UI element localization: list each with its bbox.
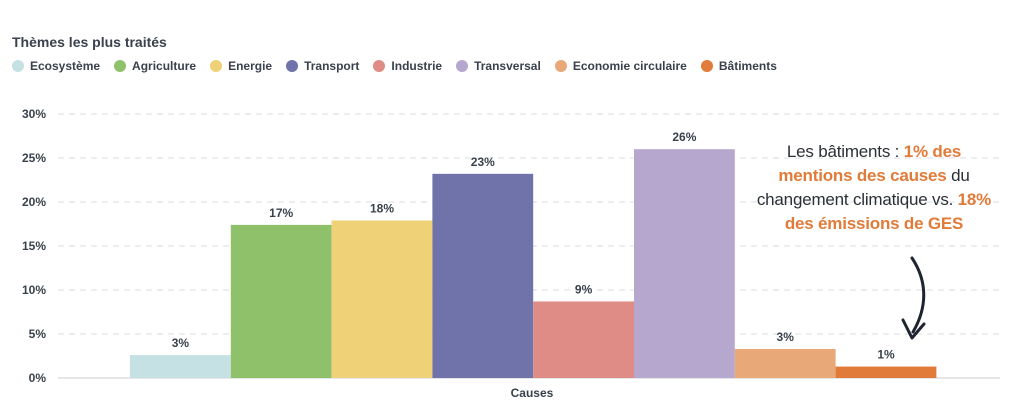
y-tick-label: 15% (22, 239, 46, 253)
legend-label: Transport (304, 59, 360, 73)
annotation-highlight-2: 18% des émissions de GES (784, 190, 992, 233)
bar-value-label: 3% (777, 330, 795, 344)
legend-item: Industrie (373, 59, 442, 73)
legend-item: Bâtiments (700, 59, 777, 73)
y-tick-label: 5% (29, 327, 47, 341)
bar-value-label: 23% (471, 155, 495, 169)
annotation-arrow (910, 256, 926, 334)
bar (734, 348, 836, 378)
y-tick-label: 25% (22, 151, 46, 165)
annotation-text: Les bâtiments : 1% des mentions des caus… (752, 140, 996, 236)
legend-item: Energie (210, 59, 272, 73)
bar (230, 224, 332, 378)
bar-value-label: 1% (877, 348, 895, 362)
y-tick-label: 20% (22, 195, 46, 209)
bar (432, 173, 534, 378)
annotation-part1: Les bâtiments : (786, 142, 904, 161)
legend-item: Transport (286, 59, 359, 73)
bar (835, 366, 937, 378)
legend-label: Bâtiments (718, 59, 777, 73)
annotation-part3: du changement climatique vs. (756, 166, 970, 209)
legend-swatch (12, 60, 24, 72)
bar-value-label: 17% (269, 206, 293, 220)
bar (331, 220, 433, 378)
legend-swatch (554, 60, 567, 72)
annotation-highlight-1: 1% des mentions des causes (778, 142, 962, 185)
bar-value-label: 9% (575, 282, 593, 296)
legend-swatch (373, 60, 386, 72)
bar-value-label: 3% (172, 336, 190, 350)
annotation-arrowhead (901, 318, 926, 340)
chart-title: Thèmes les plus traités (12, 34, 167, 50)
legend-label: Agriculture (132, 59, 197, 73)
bar (634, 149, 735, 378)
legend-label: Energie (228, 59, 273, 73)
legend-label: Ecosystème (30, 59, 101, 73)
legend-item: Economie circulaire (554, 59, 687, 73)
legend-label: Transversal (474, 59, 541, 73)
bar-labels: 3% 17% 18% 23% 9% 26% 3% 1% (172, 130, 895, 361)
legend-label: Economie circulaire (572, 59, 687, 73)
bar-value-label: 26% (672, 130, 696, 144)
legend-item: Agriculture (114, 59, 196, 73)
bar (130, 355, 231, 378)
chart-legend: Ecosystème Agriculture Energie Transport Ind… (12, 58, 791, 74)
legend-swatch (286, 60, 299, 72)
y-axis-ticks: 0% 5% 10% 15% 20% 25% 30% (22, 107, 46, 385)
legend-swatch (114, 60, 127, 72)
x-axis-label: Causes (511, 386, 554, 400)
legend-swatch (456, 60, 469, 72)
bar-value-label: 18% (370, 201, 394, 215)
y-tick-label: 10% (22, 283, 46, 297)
legend-swatch (700, 60, 713, 72)
legend-label: Industrie (391, 59, 443, 73)
y-tick-label: 30% (22, 107, 46, 121)
legend-item: Ecosystème (12, 59, 100, 73)
bars (130, 149, 937, 378)
legend-item: Transversal (456, 59, 541, 73)
bar (533, 301, 634, 378)
y-tick-label: 0% (29, 371, 47, 385)
legend-swatch (210, 60, 223, 72)
